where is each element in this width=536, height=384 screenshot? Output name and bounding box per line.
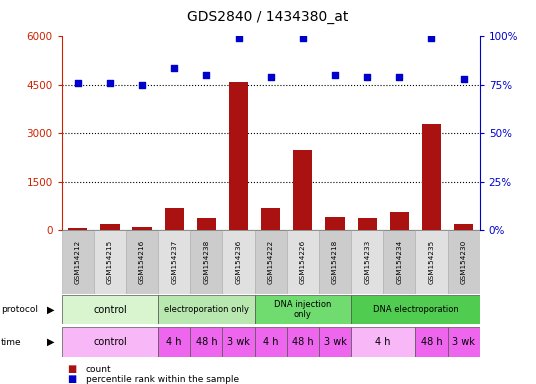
Bar <box>222 230 255 294</box>
Text: electroporation only: electroporation only <box>164 305 249 314</box>
Bar <box>448 327 480 357</box>
Text: GSM154215: GSM154215 <box>107 240 113 284</box>
Bar <box>255 327 287 357</box>
Bar <box>287 230 319 294</box>
Bar <box>132 227 152 230</box>
Text: 48 h: 48 h <box>292 337 314 347</box>
Bar <box>325 217 345 230</box>
Point <box>266 74 275 80</box>
Text: GSM154233: GSM154233 <box>364 240 370 284</box>
Bar <box>126 230 158 294</box>
Bar <box>229 82 248 230</box>
Bar <box>351 230 383 294</box>
Bar <box>287 327 319 357</box>
Point <box>138 82 146 88</box>
Bar <box>165 209 184 230</box>
Bar <box>383 230 415 294</box>
Point <box>395 74 404 80</box>
Bar <box>158 295 255 324</box>
Bar <box>94 230 126 294</box>
Bar <box>351 327 415 357</box>
Text: ▶: ▶ <box>47 337 55 347</box>
Text: 3 wk: 3 wk <box>227 337 250 347</box>
Bar <box>415 327 448 357</box>
Text: 48 h: 48 h <box>421 337 442 347</box>
Point <box>331 72 339 78</box>
Bar <box>68 228 87 230</box>
Point <box>234 35 243 41</box>
Text: 4 h: 4 h <box>263 337 278 347</box>
Bar <box>390 212 409 230</box>
Bar <box>222 327 255 357</box>
Text: 4 h: 4 h <box>167 337 182 347</box>
Bar <box>448 230 480 294</box>
Text: GSM154226: GSM154226 <box>300 240 306 284</box>
Bar <box>190 230 222 294</box>
Text: time: time <box>1 338 21 347</box>
Text: GSM154230: GSM154230 <box>460 240 467 284</box>
Point <box>106 80 114 86</box>
Text: ▶: ▶ <box>47 305 55 314</box>
Bar <box>255 295 351 324</box>
Point <box>459 76 468 82</box>
Text: 4 h: 4 h <box>376 337 391 347</box>
Bar <box>422 124 441 230</box>
Text: GSM154235: GSM154235 <box>428 240 435 284</box>
Point <box>299 35 307 41</box>
Text: ■: ■ <box>67 374 76 384</box>
Point <box>73 80 82 86</box>
Bar <box>62 230 94 294</box>
Text: GSM154216: GSM154216 <box>139 240 145 284</box>
Bar <box>415 230 448 294</box>
Point <box>363 74 371 80</box>
Text: GSM154238: GSM154238 <box>203 240 210 284</box>
Text: GSM154237: GSM154237 <box>171 240 177 284</box>
Text: GSM154222: GSM154222 <box>267 240 274 284</box>
Bar <box>62 295 158 324</box>
Text: GSM154218: GSM154218 <box>332 240 338 284</box>
Bar <box>255 230 287 294</box>
Bar <box>319 230 351 294</box>
Bar <box>158 327 190 357</box>
Bar <box>190 327 222 357</box>
Text: count: count <box>86 365 111 374</box>
Text: 3 wk: 3 wk <box>324 337 346 347</box>
Bar <box>197 218 216 230</box>
Bar <box>454 224 473 230</box>
Text: DNA injection
only: DNA injection only <box>274 300 332 319</box>
Bar <box>293 150 312 230</box>
Text: 3 wk: 3 wk <box>452 337 475 347</box>
Text: 48 h: 48 h <box>196 337 217 347</box>
Bar <box>100 224 120 230</box>
Text: percentile rank within the sample: percentile rank within the sample <box>86 375 239 384</box>
Text: GDS2840 / 1434380_at: GDS2840 / 1434380_at <box>187 10 349 23</box>
Point <box>170 65 178 71</box>
Text: GSM154234: GSM154234 <box>396 240 403 284</box>
Text: GSM154236: GSM154236 <box>235 240 242 284</box>
Text: control: control <box>93 305 126 314</box>
Bar <box>351 295 480 324</box>
Bar <box>62 327 158 357</box>
Text: control: control <box>93 337 126 347</box>
Bar <box>319 327 351 357</box>
Point <box>202 72 211 78</box>
Point <box>427 35 436 41</box>
Text: ■: ■ <box>67 364 76 374</box>
Text: DNA electroporation: DNA electroporation <box>373 305 458 314</box>
Text: protocol: protocol <box>1 305 38 314</box>
Bar <box>261 209 280 230</box>
Bar <box>358 218 377 230</box>
Text: GSM154212: GSM154212 <box>75 240 81 284</box>
Bar <box>158 230 190 294</box>
